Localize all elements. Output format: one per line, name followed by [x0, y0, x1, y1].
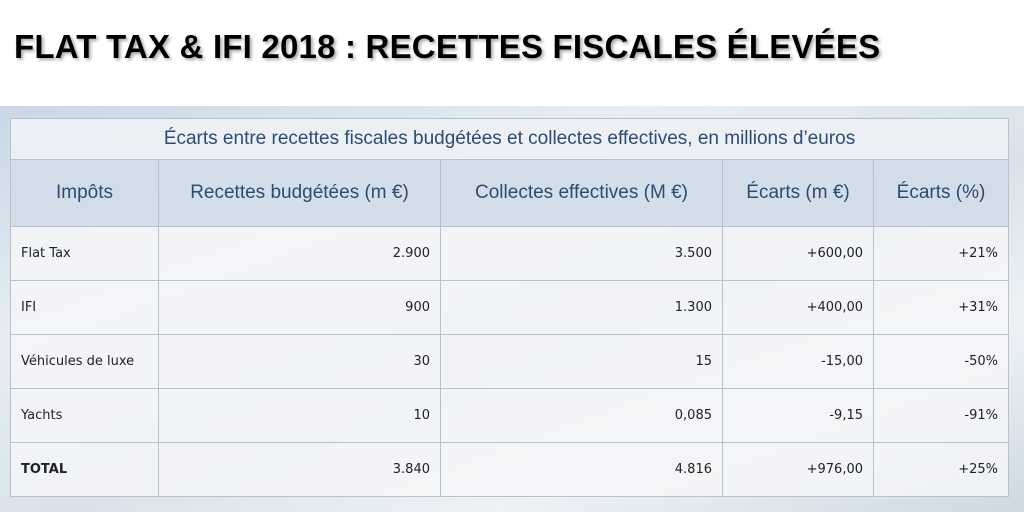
column-header: Collectes effectives (M €)	[440, 159, 723, 227]
row-label: Flat Tax	[10, 226, 159, 281]
cell-value: -15,00	[722, 334, 874, 389]
cell-value: 0,085	[440, 388, 723, 443]
table-row: IFI 900 1.300 +400,00 +31%	[10, 280, 1010, 335]
cell-value: +21%	[872, 226, 1010, 281]
table-row: Véhicules de luxe 30 15 -15,00 -50%	[10, 334, 1010, 389]
page-title: FLAT TAX & IFI 2018 : RECETTES FISCALES …	[14, 28, 881, 65]
cell-value: 30	[158, 334, 441, 389]
cell-value: +31%	[872, 280, 1010, 335]
cell-value: 10	[158, 388, 441, 443]
table-row: TOTAL 3.840 4.816 +976,00 +25%	[10, 442, 1010, 497]
cell-value: -91%	[872, 388, 1010, 443]
cell-value: 1.300	[440, 280, 723, 335]
cell-value: 4.816	[440, 442, 723, 497]
cell-value: 3.840	[158, 442, 441, 497]
cell-value: 3.500	[440, 226, 723, 281]
table-body: Écarts entre recettes fiscales budgétées…	[9, 118, 1010, 497]
column-header: Écarts (%)	[872, 159, 1010, 227]
cell-value: -9,15	[722, 388, 874, 443]
cell-value: +600,00	[722, 226, 874, 281]
cell-value: -50%	[872, 334, 1010, 389]
data-table: Écarts entre recettes fiscales budgétées…	[9, 118, 1010, 497]
caption-row: Écarts entre recettes fiscales budgétées…	[9, 118, 1010, 160]
row-label: Yachts	[10, 388, 159, 443]
row-label: IFI	[10, 280, 159, 335]
cell-value: 900	[158, 280, 441, 335]
column-header: Écarts (m €)	[722, 159, 874, 227]
row-label: Véhicules de luxe	[10, 334, 159, 389]
cell-value: +976,00	[722, 442, 874, 497]
cell-value: +25%	[872, 442, 1010, 497]
header-row: Impôts Recettes budgétées (m €) Collectes …	[10, 159, 1010, 227]
column-header: Impôts	[10, 159, 159, 227]
cell-value: 2.900	[158, 226, 441, 281]
table-row: Yachts 10 0,085 -9,15 -91%	[10, 388, 1010, 443]
table-caption: Écarts entre recettes fiscales budgétées…	[9, 118, 1010, 160]
column-header: Recettes budgétées (m €)	[158, 159, 441, 227]
cell-value: +400,00	[722, 280, 874, 335]
row-label: TOTAL	[10, 442, 159, 497]
cell-value: 15	[440, 334, 723, 389]
table-row: Flat Tax 2.900 3.500 +600,00 +21%	[10, 226, 1010, 281]
